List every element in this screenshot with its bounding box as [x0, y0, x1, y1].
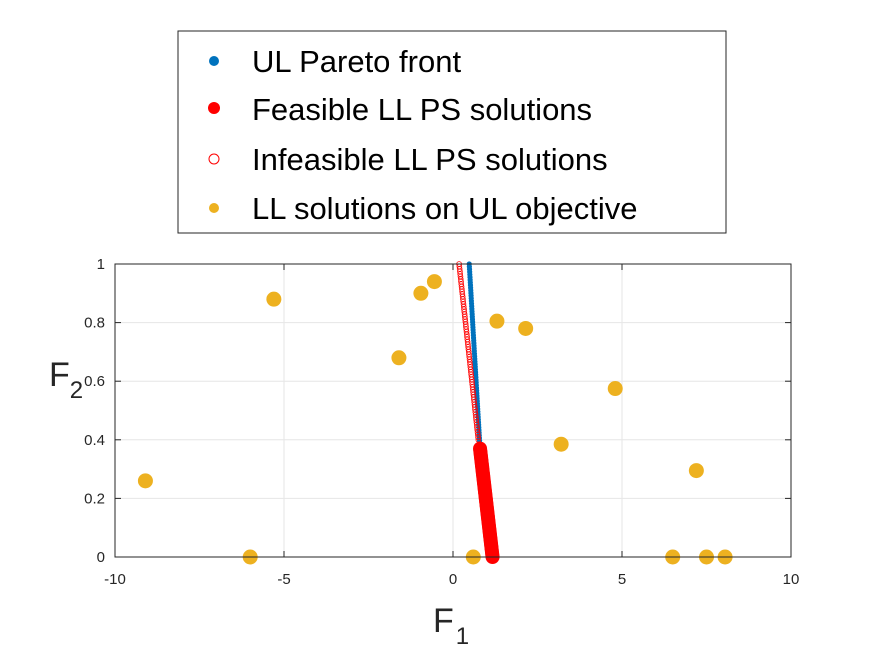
legend-marker-ul-pareto-front [209, 56, 219, 66]
y-tick-label: 0 [97, 549, 105, 566]
y-tick-label: 0.2 [84, 490, 105, 507]
x-axis-label: F1 [433, 602, 469, 650]
legend-marker-feasible-ll-ps [208, 102, 220, 114]
x-tick-label: 0 [449, 571, 457, 588]
y-tick-label: 1 [97, 256, 105, 273]
ll-point [413, 285, 429, 301]
infeasible-point [475, 434, 481, 441]
x-tick-label: -10 [104, 571, 126, 588]
y-axis-label: F2 [49, 356, 83, 404]
legend-box [177, 30, 727, 234]
series-infeasible-ll-ps [456, 261, 482, 443]
ll-point [426, 274, 442, 290]
x-tick-label: 5 [618, 571, 626, 588]
legend-label-infeasible-ll-ps: Infeasible LL PS solutions [252, 142, 608, 177]
x-tick-label: -5 [277, 571, 290, 588]
legend-label-ll-on-ul: LL solutions on UL objective [252, 191, 637, 226]
ll-point [518, 320, 534, 336]
ll-point [391, 350, 407, 366]
series-ll-on-ul [137, 274, 733, 565]
ll-point [553, 436, 569, 452]
legend-label-ul-pareto-front: UL Pareto front [252, 44, 461, 79]
legend-entry-ll-on-ul: LL solutions on UL objective [209, 191, 637, 226]
ll-point [137, 473, 153, 489]
y-tick-label: 0.8 [84, 315, 105, 332]
ticks: -10 -5 0 5 10 0 0.2 0.4 0.6 0.8 1 [84, 256, 799, 588]
y-tick-label: 0.4 [84, 432, 105, 449]
legend-marker-ll-on-ul [209, 203, 219, 213]
ll-point [489, 313, 505, 329]
y-tick-label: 0.6 [84, 373, 105, 390]
series-layer [137, 261, 733, 565]
y-axis-label-main: F [49, 356, 70, 394]
legend-entry-ul-pareto-front: UL Pareto front [209, 44, 461, 79]
ll-point [607, 381, 623, 397]
x-tick-label: 10 [783, 571, 800, 588]
x-axis-label-main: F [433, 602, 454, 640]
legend-entry-feasible-ll-ps: Feasible LL PS solutions [208, 92, 592, 127]
y-axis-label-sub: 2 [70, 377, 83, 404]
legend-entry-infeasible-ll-ps: Infeasible LL PS solutions [208, 142, 608, 177]
legend-marker-infeasible-ll-ps [208, 153, 220, 165]
ll-point [266, 291, 282, 307]
legend: UL Pareto front Feasible LL PS solutions… [177, 30, 727, 234]
x-axis-label-sub: 1 [456, 623, 469, 650]
ll-point [688, 463, 704, 479]
legend-label-feasible-ll-ps: Feasible LL PS solutions [252, 92, 592, 127]
